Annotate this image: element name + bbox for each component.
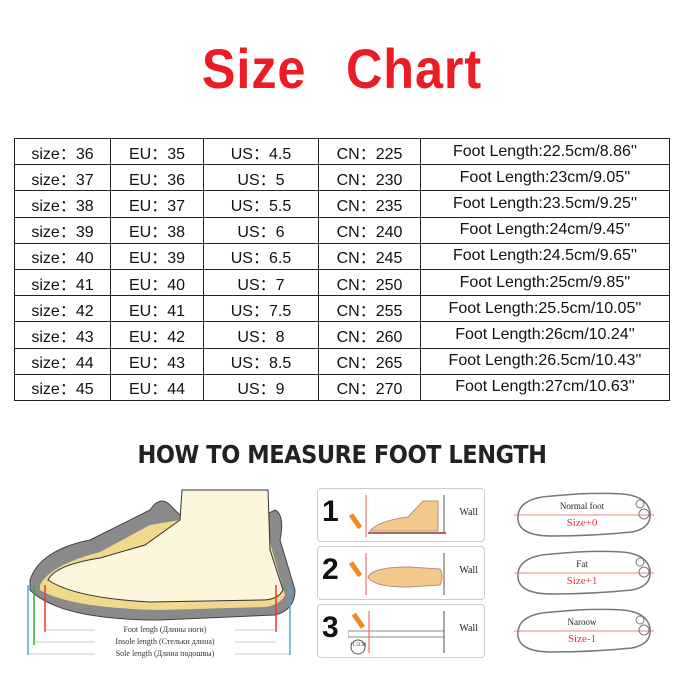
us-cell: US：9 [203, 373, 319, 401]
foot-length-cell: Foot Length:25cm/9.85'' [420, 268, 670, 297]
eu-cell: EU：39 [110, 242, 204, 270]
us-cell: US：7 [203, 268, 319, 297]
page-title: Size Chart [34, 36, 650, 101]
step-panel-1: 1 Wall [317, 488, 485, 542]
foot-type-2: Naroow Size-1 [512, 606, 657, 658]
us-cell: US：8.5 [203, 347, 319, 375]
foot-length-cell: Foot Length:26cm/10.24'' [420, 321, 670, 349]
foot-type-name: Fat [576, 559, 588, 569]
foot-length-cell: Foot Length:23.5cm/9.25'' [420, 190, 670, 218]
foot-length-label: Foot lengh (Длины ноги) [95, 625, 235, 634]
cn-cell: CN：270 [318, 373, 421, 401]
table-row: size：44 EU：43 US：8.5 CN：265 Foot Length:26.5… [14, 347, 670, 375]
size-cell: size：39 [14, 216, 111, 244]
cn-cell: CN：260 [318, 321, 421, 349]
wall-label: Wall [459, 565, 478, 576]
ruler-reading: 11.5CM [350, 643, 367, 648]
us-cell: US：8 [203, 321, 319, 349]
foot-length-cell: Foot Length:26.5cm/10.43'' [420, 347, 670, 375]
eu-cell: EU：42 [110, 321, 204, 349]
cn-cell: CN：250 [318, 268, 421, 297]
size-cell: size：44 [14, 347, 111, 375]
wall-label: Wall [459, 507, 478, 518]
foot-type-0: Normal foot Size+0 [512, 490, 657, 542]
size-cell: size：43 [14, 321, 111, 349]
foot-outline-icon [514, 492, 654, 537]
us-cell: US：6 [203, 216, 319, 244]
foot-length-cell: Foot Length:23cm/9.05'' [420, 164, 670, 192]
us-cell: US：5 [203, 164, 319, 192]
foot-length-cell: Foot Length:22.5cm/8.86'' [420, 137, 670, 166]
table-row: size：40 EU：39 US：6.5 CN：245 Foot Length:24.5… [14, 242, 670, 270]
cn-cell: CN：240 [318, 216, 421, 244]
foot-outline-icon [514, 608, 654, 653]
foot-outline-icon [514, 550, 654, 595]
size-cell: size：40 [14, 242, 111, 270]
cn-cell: CN：230 [318, 164, 421, 192]
eu-cell: EU：38 [110, 216, 204, 244]
step-panel-3: 3 11.5CM Wall [317, 604, 485, 658]
cn-cell: CN：255 [318, 295, 421, 323]
foot-length-cell: Foot Length:24.5cm/9.65'' [420, 242, 670, 270]
us-cell: US：7.5 [203, 295, 319, 323]
size-cell: size：42 [14, 295, 111, 323]
insole-length-label: Insole length (Стельки длина) [95, 637, 235, 646]
size-cell: size：36 [14, 137, 111, 166]
measure-heading: HOW TO MEASURE FOOT LENGTH [137, 440, 547, 469]
table-row: size：43 EU：42 US：8 CN：260 Foot Length:26cm/1… [14, 321, 670, 349]
foot-length-cell: Foot Length:27cm/10.63'' [420, 373, 670, 401]
eu-cell: EU：35 [110, 137, 204, 166]
step-number: 2 [322, 553, 339, 586]
foot-length-cell: Foot Length:25.5cm/10.05'' [420, 295, 670, 323]
size-adjustment: Size+0 [566, 517, 598, 529]
size-cell: size：41 [14, 268, 111, 297]
size-cell: size：45 [14, 373, 111, 401]
foot-type-name: Normal foot [559, 501, 605, 511]
foot-length-cell: Foot Length:24cm/9.45'' [420, 216, 670, 244]
table-row: size：42 EU：41 US：7.5 CN：255 Foot Length:25.5… [14, 295, 670, 323]
eu-cell: EU：40 [110, 268, 204, 297]
table-row: size：41 EU：40 US：7 CN：250 Foot Length:25cm/9… [14, 268, 670, 297]
cn-cell: CN：225 [318, 137, 421, 166]
eu-cell: EU：36 [110, 164, 204, 192]
table-row: size：39 EU：38 US：6 CN：240 Foot Length:24cm/9… [14, 216, 670, 244]
foot-type-name: Naroow [567, 617, 597, 627]
eu-cell: EU：37 [110, 190, 204, 218]
cn-cell: CN：265 [318, 347, 421, 375]
sole-length-label: Sole length (Длина подошвы) [95, 649, 235, 658]
foot-side-icon [348, 495, 446, 537]
foot-type-1: Fat Size+1 [512, 548, 657, 600]
size-cell: size：37 [14, 164, 111, 192]
table-row: size：38 EU：37 US：5.5 CN：235 Foot Length:23.5… [14, 190, 670, 218]
eu-cell: EU：43 [110, 347, 204, 375]
table-row: size：45 EU：44 US：9 CN：270 Foot Length:27cm/1… [14, 373, 670, 401]
cn-cell: CN：235 [318, 190, 421, 218]
wall-label: Wall [459, 623, 478, 634]
step-number: 1 [322, 495, 339, 528]
cn-cell: CN：245 [318, 242, 421, 270]
size-table: size：36 EU：35 US：4.5 CN：225 Foot Length:22.5… [14, 137, 670, 401]
size-adjustment: Size+1 [566, 575, 598, 587]
eu-cell: EU：44 [110, 373, 204, 401]
size-adjustment: Size-1 [567, 633, 597, 645]
foot-top-icon [348, 553, 445, 595]
title-word-size: Size [201, 37, 307, 100]
step-number: 3 [322, 611, 339, 644]
size-cell: size：38 [14, 190, 111, 218]
us-cell: US：5.5 [203, 190, 319, 218]
us-cell: US：6.5 [203, 242, 319, 270]
table-row: size：37 EU：36 US：5 CN：230 Foot Length:23cm/9… [14, 164, 670, 192]
eu-cell: EU：41 [110, 295, 204, 323]
table-row: size：36 EU：35 US：4.5 CN：225 Foot Length:22.5… [14, 137, 670, 166]
step-panel-2: 2 Wall [317, 546, 485, 600]
us-cell: US：4.5 [203, 137, 319, 166]
title-word-chart: Chart [345, 37, 483, 100]
ruler-icon [348, 611, 445, 655]
